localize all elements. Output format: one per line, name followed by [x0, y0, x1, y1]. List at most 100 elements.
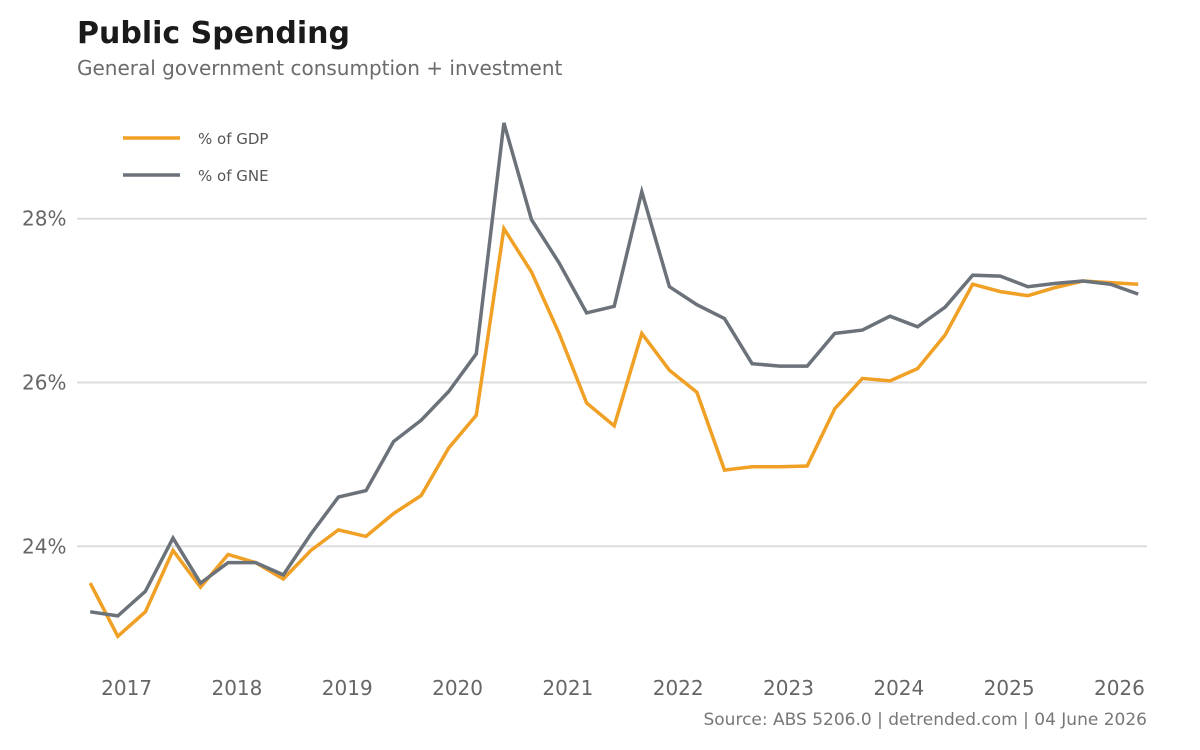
data-point-gdp [888, 379, 891, 382]
x-tick-label: 2026 [1094, 676, 1145, 700]
data-point-gne [144, 590, 147, 593]
data-point-gdp [778, 465, 781, 468]
data-point-gdp [530, 270, 533, 273]
data-point-gdp [944, 333, 947, 336]
series-gdp [88, 223, 1140, 640]
data-point-gdp [1026, 294, 1029, 297]
data-point-gne [475, 352, 478, 355]
data-point-gdp [585, 401, 588, 404]
data-point-gne [833, 332, 836, 335]
data-point-gdp [861, 377, 864, 380]
x-tick-label: 2024 [873, 676, 924, 700]
data-point-gne [640, 190, 643, 193]
data-point-gne [116, 614, 119, 617]
data-point-gdp [723, 469, 726, 472]
data-point-gne [916, 325, 919, 328]
data-point-gne [282, 573, 285, 576]
data-point-gne [585, 311, 588, 314]
data-point-gdp [171, 549, 174, 552]
data-point-gdp [999, 290, 1002, 293]
x-axis-ticks: 2017 2018 2019 2020 2021 2022 2023 2024 2025 2026 [101, 676, 1145, 700]
data-point-gdp [695, 391, 698, 394]
series-lines [88, 121, 1140, 640]
data-point-gdp [833, 407, 836, 410]
gridlines [77, 217, 1147, 548]
data-point-gdp [751, 465, 754, 468]
data-point-gdp [447, 446, 450, 449]
data-point-gne [695, 303, 698, 306]
data-point-gne [420, 419, 423, 422]
data-point-gdp [282, 577, 285, 580]
legend-label-gdp: % of GDP [198, 130, 268, 148]
data-point-gne [171, 537, 174, 540]
data-point-gdp [502, 227, 505, 230]
data-point-gdp [806, 464, 809, 467]
data-point-gdp [116, 635, 119, 638]
data-point-gdp [364, 535, 367, 538]
data-point-gdp [1137, 283, 1140, 286]
y-tick-label: 28% [22, 207, 66, 231]
data-point-gne [558, 261, 561, 264]
data-point-gne [1026, 285, 1029, 288]
data-point-gne [364, 489, 367, 492]
data-point-gne [668, 285, 671, 288]
x-tick-label: 2020 [432, 676, 483, 700]
data-point-gne [861, 329, 864, 332]
data-point-gne [1109, 283, 1112, 286]
x-tick-label: 2019 [322, 676, 373, 700]
data-point-gne [999, 275, 1002, 278]
data-point-gdp [89, 582, 92, 585]
series-line-gne [89, 122, 1139, 618]
data-point-gne [888, 315, 891, 318]
data-point-gne [613, 305, 616, 308]
data-point-gne [447, 390, 450, 393]
data-point-gne [944, 306, 947, 309]
data-point-gne [309, 532, 312, 535]
x-tick-label: 2022 [653, 676, 704, 700]
data-point-gdp [640, 332, 643, 335]
x-tick-label: 2023 [763, 676, 814, 700]
data-point-gdp [309, 549, 312, 552]
data-point-gne [806, 365, 809, 368]
data-point-gne [392, 440, 395, 443]
data-point-gdp [475, 414, 478, 417]
data-point-gne [502, 121, 505, 124]
data-point-gdp [199, 586, 202, 589]
data-point-gdp [227, 553, 230, 556]
data-point-gne [254, 561, 257, 564]
data-point-gdp [144, 610, 147, 613]
data-point-gne [1137, 293, 1140, 296]
data-point-gne [199, 582, 202, 585]
legend: % of GDP % of GNE [123, 130, 269, 185]
data-point-gdp [916, 367, 919, 370]
data-point-gne [778, 365, 781, 368]
data-point-gdp [420, 494, 423, 497]
data-point-gne [1054, 282, 1057, 285]
data-point-gdp [392, 512, 395, 515]
legend-label-gne: % of GNE [198, 167, 269, 185]
data-point-gne [227, 561, 230, 564]
data-point-gne [723, 317, 726, 320]
series-line-gdp [88, 223, 1139, 640]
data-point-gne [1081, 279, 1084, 282]
data-point-gne [751, 362, 754, 365]
chart-title: Public Spending [77, 16, 350, 51]
y-tick-label: 26% [22, 371, 66, 395]
data-point-gdp [1054, 286, 1057, 289]
x-tick-label: 2018 [211, 676, 262, 700]
x-tick-label: 2025 [984, 676, 1035, 700]
x-tick-label: 2021 [542, 676, 593, 700]
data-point-gdp [971, 283, 974, 286]
x-tick-label: 2017 [101, 676, 152, 700]
data-point-gdp [337, 528, 340, 531]
data-point-gdp [558, 332, 561, 335]
data-point-gne [337, 496, 340, 499]
series-gne [89, 121, 1140, 618]
y-axis-ticks: 24% 26% 28% [22, 207, 66, 559]
y-tick-label: 24% [22, 534, 66, 558]
data-point-gne [530, 218, 533, 221]
source-note: Source: ABS 5206.0 | detrended.com | 04 … [703, 710, 1147, 730]
data-point-gne [89, 610, 92, 613]
chart-subtitle: General government consumption + investm… [77, 56, 563, 80]
